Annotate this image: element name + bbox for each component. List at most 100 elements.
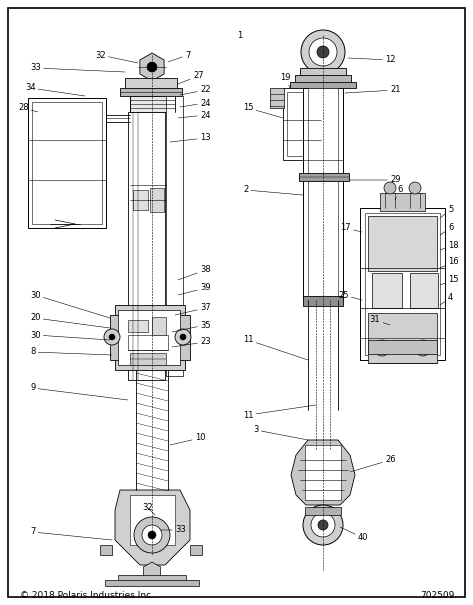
Text: 21: 21 — [345, 85, 401, 94]
Text: © 2018 Polaris Industries Inc.: © 2018 Polaris Industries Inc. — [20, 590, 154, 600]
Bar — [287, 92, 317, 156]
Polygon shape — [190, 545, 202, 555]
Bar — [295, 75, 351, 83]
Circle shape — [409, 182, 421, 194]
Bar — [305, 507, 341, 515]
Text: 6: 6 — [440, 223, 454, 235]
Bar — [303, 296, 343, 306]
Bar — [380, 193, 425, 211]
Text: 29: 29 — [349, 175, 401, 185]
Circle shape — [384, 182, 396, 194]
Text: 18: 18 — [440, 241, 459, 250]
Circle shape — [142, 525, 162, 545]
Text: 7: 7 — [30, 528, 112, 540]
Text: 24: 24 — [178, 111, 210, 120]
Text: 22: 22 — [180, 85, 210, 95]
Bar — [118, 310, 180, 365]
Text: 6: 6 — [395, 186, 403, 200]
Bar — [300, 68, 346, 78]
Text: 26: 26 — [350, 456, 395, 472]
Bar — [105, 580, 199, 586]
Text: 32: 32 — [143, 503, 155, 515]
Text: 33: 33 — [30, 64, 125, 73]
Circle shape — [318, 520, 328, 530]
Text: 7: 7 — [168, 50, 190, 62]
Text: 9: 9 — [30, 384, 128, 400]
Bar — [32, 102, 102, 224]
Text: 15: 15 — [440, 275, 458, 285]
Bar — [368, 216, 437, 271]
Bar — [110, 315, 190, 360]
Polygon shape — [143, 562, 161, 582]
Circle shape — [148, 531, 156, 539]
Bar — [115, 305, 185, 370]
Polygon shape — [140, 53, 164, 81]
Circle shape — [317, 46, 329, 58]
Circle shape — [109, 334, 115, 340]
Bar — [305, 445, 341, 500]
Text: 40: 40 — [340, 527, 368, 543]
Text: 38: 38 — [178, 266, 211, 280]
Bar — [360, 208, 445, 360]
Text: 11: 11 — [243, 336, 308, 360]
Bar — [125, 78, 177, 92]
Text: 31: 31 — [370, 315, 390, 325]
Bar — [130, 96, 175, 112]
Text: 39: 39 — [178, 284, 210, 295]
Text: 12: 12 — [348, 56, 395, 65]
Text: 15: 15 — [243, 103, 283, 118]
Bar — [303, 88, 343, 300]
Bar — [152, 317, 166, 335]
Text: 2: 2 — [243, 186, 303, 195]
Bar — [128, 335, 168, 350]
Bar — [365, 213, 440, 355]
Text: 13: 13 — [170, 134, 210, 143]
Text: 20: 20 — [30, 313, 110, 328]
Text: 8: 8 — [30, 347, 112, 356]
Bar — [28, 98, 106, 228]
Bar — [368, 313, 437, 363]
Text: 32: 32 — [95, 50, 138, 63]
Bar — [118, 575, 186, 583]
Circle shape — [303, 505, 343, 545]
Bar — [270, 88, 284, 108]
Text: 16: 16 — [440, 258, 459, 268]
Text: 30: 30 — [30, 290, 110, 318]
Circle shape — [180, 334, 186, 340]
Circle shape — [301, 30, 345, 74]
Circle shape — [420, 345, 426, 351]
Circle shape — [311, 513, 335, 537]
Text: 702509: 702509 — [420, 590, 455, 600]
Text: 5: 5 — [440, 206, 453, 218]
Polygon shape — [115, 490, 190, 565]
Text: 23: 23 — [172, 338, 210, 347]
Polygon shape — [100, 545, 112, 555]
Text: 10: 10 — [170, 434, 205, 445]
Text: 4: 4 — [440, 293, 453, 305]
Bar — [283, 88, 321, 160]
Bar — [128, 320, 148, 332]
Circle shape — [379, 345, 385, 351]
Bar — [290, 82, 356, 88]
Text: 3: 3 — [253, 425, 308, 440]
Bar — [130, 495, 175, 545]
Text: 37: 37 — [175, 304, 211, 315]
Text: 19: 19 — [280, 73, 290, 88]
Text: 34: 34 — [25, 83, 85, 96]
Circle shape — [147, 62, 157, 72]
Text: 30: 30 — [30, 330, 110, 340]
Bar — [372, 273, 402, 308]
Bar — [128, 112, 165, 380]
Text: 35: 35 — [172, 321, 210, 332]
Bar — [120, 88, 182, 96]
Text: 1: 1 — [237, 30, 242, 39]
Text: 17: 17 — [340, 223, 362, 232]
Text: 11: 11 — [243, 405, 316, 419]
Bar — [133, 190, 148, 210]
Circle shape — [175, 329, 191, 345]
Circle shape — [374, 340, 390, 356]
Polygon shape — [291, 440, 355, 505]
Circle shape — [309, 38, 337, 66]
Text: 25: 25 — [338, 290, 362, 300]
Text: 27: 27 — [178, 71, 203, 84]
